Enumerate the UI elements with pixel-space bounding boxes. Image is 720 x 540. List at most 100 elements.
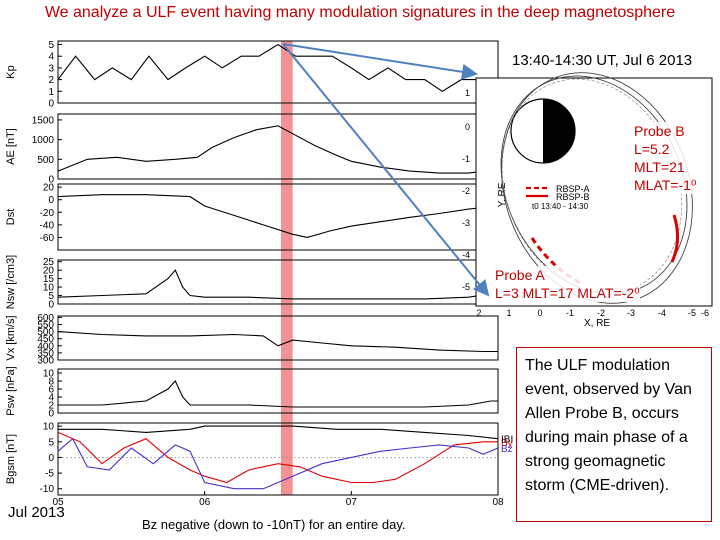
- y-tick-label: -20: [40, 208, 55, 219]
- series-line: [58, 380, 498, 408]
- probe-b-line: MLT=21: [634, 159, 685, 175]
- panel-ylabel: Kp: [5, 65, 17, 78]
- orbit-x-tick-label: -4: [658, 308, 666, 318]
- probe-b-line: MLAT=-1⁰: [634, 177, 697, 193]
- y-tick-label: 4: [48, 52, 54, 63]
- panel-frame: [57, 422, 499, 496]
- y-tick-label: 400: [37, 341, 54, 352]
- series-line: [57, 125, 499, 174]
- probe-b-annotation: Probe B L=5.2 MLT=21 MLAT=-1⁰: [634, 122, 697, 194]
- orbit-x-tick-label: 0: [537, 308, 542, 318]
- orbit-xlabel: X, RE: [584, 318, 610, 329]
- y-tick-label: 2: [48, 401, 54, 412]
- y-tick-label: 350: [37, 348, 54, 359]
- y-tick-label: -10: [40, 484, 55, 495]
- panel-ylabel: Bgsm [nT]: [5, 434, 17, 484]
- y-tick-label: 5: [48, 437, 54, 448]
- probe-b-line: Probe B: [634, 123, 685, 139]
- y-tick-label: 10: [43, 422, 55, 433]
- rbsp-b-segment: [670, 214, 679, 263]
- series-line: [57, 331, 498, 353]
- probe-a-annotation: Probe A L=3 MLT=17 MLAT=-2⁰: [495, 266, 640, 302]
- x-tick-label: 06: [199, 497, 211, 508]
- orbit-y-tick-label: 1: [465, 88, 470, 98]
- orbit-ylabel: Y, RE: [497, 182, 508, 207]
- y-tick-label: 1: [48, 87, 54, 98]
- y-tick-label: -5: [45, 469, 54, 480]
- y-tick-label: 1500: [32, 115, 55, 126]
- arrow-to-orbit: [282, 43, 478, 80]
- orbit-x-tick-label: -1: [566, 308, 574, 318]
- y-tick-label: 550: [37, 320, 54, 331]
- x-tick-label: 07: [346, 497, 358, 508]
- series-line: [57, 269, 499, 300]
- y-tick-label: 6: [48, 385, 54, 396]
- panel-ylabel: Vx [km/s]: [5, 315, 17, 360]
- arrow-to-probe-a: [282, 43, 490, 297]
- panel-frame: [57, 259, 499, 305]
- orbit-y-tick-label: -3: [462, 218, 470, 228]
- y-tick-label: 4: [48, 393, 54, 404]
- y-tick-label: 300: [37, 356, 54, 367]
- orbit-y-tick-label: -5: [462, 282, 470, 292]
- orbit-y-tick-label: -1: [462, 154, 470, 164]
- bz-note: Bz negative (down to -10nT) for an entir…: [142, 517, 406, 532]
- orbit-x-tick-label: -2: [597, 308, 605, 318]
- legend-label-a: RBSP-A: [556, 184, 590, 194]
- series-line: [58, 425, 499, 440]
- orbit-x-tick-label: 2: [476, 308, 481, 318]
- orbit-time-label: 13:40-14:30 UT, Jul 6 2013: [512, 52, 693, 69]
- y-tick-label: 8: [48, 377, 54, 388]
- panel-frame: [57, 315, 499, 361]
- panel-ylabel: AE [nT]: [5, 128, 17, 165]
- orbit-x-tick-label: -5: [688, 308, 696, 318]
- panel-ylabel: Nsw [/cm3]: [5, 255, 17, 309]
- y-tick-label: 5: [48, 40, 54, 51]
- series-label: By: [501, 438, 513, 449]
- y-tick-label: 0: [48, 195, 54, 206]
- probe-b-line: L=5.2: [634, 141, 670, 157]
- y-tick-label: 0: [48, 409, 54, 420]
- series-line: [57, 431, 498, 484]
- legend-label-b: RBSP-B: [556, 192, 590, 202]
- y-tick-label: 0: [48, 99, 54, 110]
- x-tick-label: 08: [492, 497, 504, 508]
- y-tick-label: 20: [43, 183, 55, 194]
- panel-frame: [57, 368, 499, 414]
- y-tick-label: 3: [48, 63, 54, 74]
- month-label: Jul 2013: [8, 504, 65, 521]
- series-label: Bz: [501, 444, 513, 455]
- series-line: [57, 194, 499, 238]
- series-line: [57, 437, 499, 490]
- x-tick-label: 05: [52, 497, 64, 508]
- panel-frame: [57, 183, 499, 251]
- event-highlight-band: [280, 41, 293, 495]
- y-tick-label: -60: [40, 233, 55, 244]
- y-tick-label: 25: [43, 257, 55, 268]
- y-tick-label: 0: [48, 453, 54, 464]
- y-tick-label: 15: [43, 274, 55, 285]
- y-tick-label: 20: [43, 266, 55, 277]
- slide-title: We analyze a ULF event having many modul…: [44, 4, 676, 21]
- probe-a-line: L=3 MLT=17 MLAT=-2⁰: [495, 285, 640, 301]
- y-tick-label: -40: [40, 220, 55, 231]
- legend-time: t0 13:40 - 14:30: [532, 202, 589, 211]
- orbit-y-tick-label: -2: [462, 186, 470, 196]
- panel-ylabel: Dst: [5, 209, 17, 226]
- y-tick-label: 2: [48, 75, 54, 86]
- orbit-y-tick-label: -4: [462, 250, 470, 260]
- storm-note-box: The ULF modulation event, observed by Va…: [516, 347, 712, 522]
- y-tick-label: 500: [37, 155, 54, 166]
- orbit-x-tick-label: 1: [506, 308, 511, 318]
- panel-ylabel: Psw [nPa]: [5, 366, 17, 416]
- panel-frame: [57, 113, 499, 180]
- y-tick-label: 500: [37, 327, 54, 338]
- y-tick-label: 1000: [32, 135, 55, 146]
- y-tick-label: 0: [48, 175, 54, 186]
- y-tick-label: 0: [48, 300, 54, 311]
- orbit-x-tick-label: -3: [627, 308, 635, 318]
- y-tick-label: 5: [48, 291, 54, 302]
- series-label: IBI: [501, 435, 513, 446]
- orbit-x-tick-label: -6: [701, 308, 709, 318]
- y-tick-label: 10: [43, 369, 55, 380]
